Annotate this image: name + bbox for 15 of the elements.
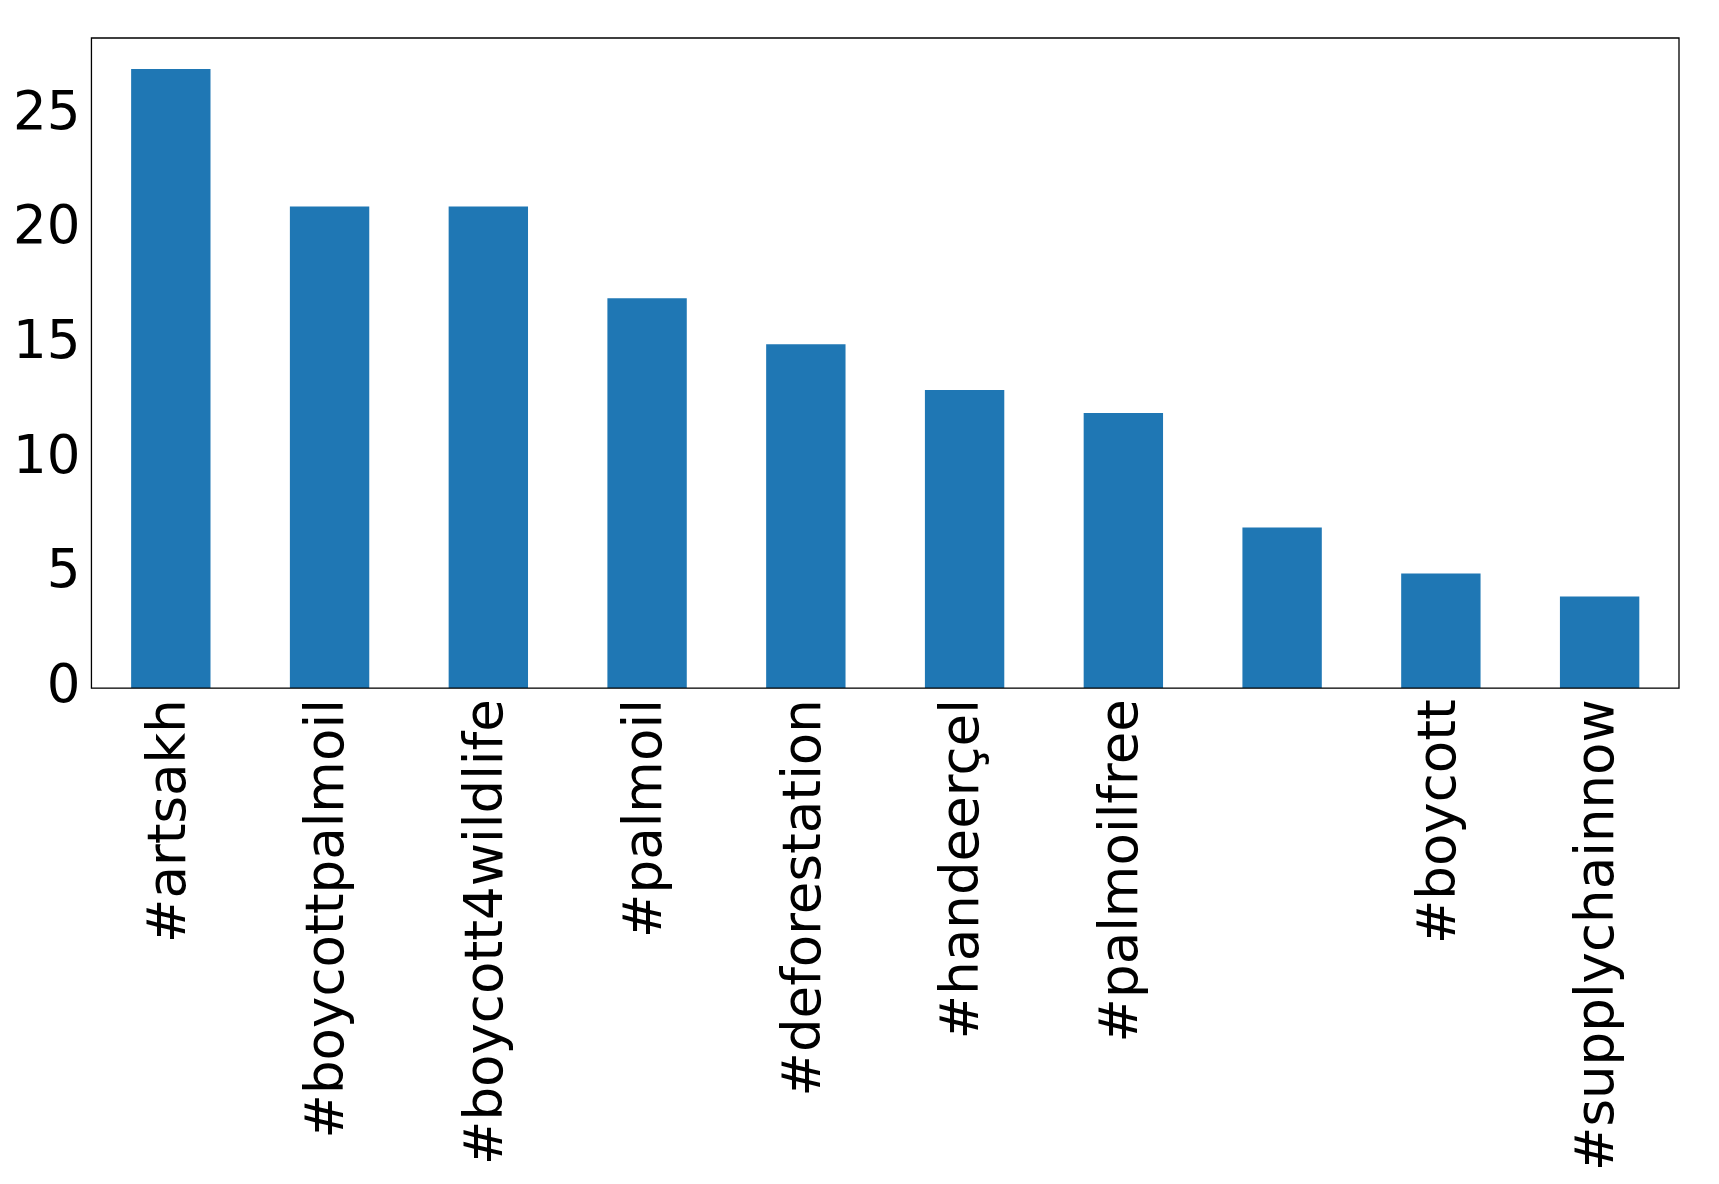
x-tick-label: #palmoilfree [1088, 699, 1150, 1043]
y-tick-label: 10 [12, 423, 81, 485]
x-tick-label: #supplychainnow [1564, 699, 1626, 1172]
y-tick-label: 5 [46, 538, 81, 600]
y-tick-label: 20 [12, 194, 81, 256]
y-tick-label: 25 [12, 79, 81, 141]
y-tick-label: 15 [12, 308, 81, 370]
y-tick-label: 0 [46, 652, 81, 714]
x-tick-label: #boycott4wildlife [453, 699, 515, 1165]
x-tick-label: #handeerçel [929, 699, 991, 1040]
x-tick-label: #boycott [1405, 699, 1467, 945]
x-tick-label: #artsakh [135, 699, 197, 943]
x-tick-label: #deforestation [770, 699, 832, 1097]
x-tick-label: #boycottpalmoil [294, 699, 356, 1139]
x-tick-label: #palmoil [611, 699, 673, 938]
